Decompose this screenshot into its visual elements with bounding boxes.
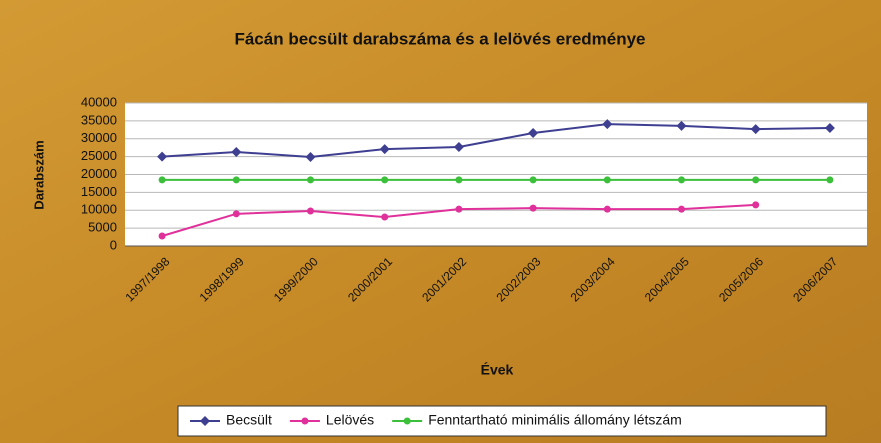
data-point xyxy=(750,124,761,135)
data-point xyxy=(826,176,834,184)
data-point xyxy=(231,146,242,157)
legend-label: Fenntartható minimális állomány létszám xyxy=(428,412,682,428)
data-point xyxy=(157,151,168,162)
legend-label: Becsült xyxy=(226,412,272,428)
data-point xyxy=(307,176,314,184)
data-point xyxy=(307,207,314,215)
data-point xyxy=(752,201,760,209)
data-point xyxy=(603,205,611,213)
data-point xyxy=(455,176,463,184)
data-point xyxy=(379,144,390,155)
data-point xyxy=(381,213,389,221)
legend-marker xyxy=(200,416,210,426)
x-axis-title: Évek xyxy=(481,362,514,378)
data-point xyxy=(455,205,463,213)
data-point xyxy=(603,176,611,184)
legend-label: Lelövés xyxy=(326,412,374,428)
legend-box xyxy=(177,405,827,437)
data-point xyxy=(158,176,166,184)
data-point xyxy=(752,176,760,184)
y-tick-label: 15000 xyxy=(81,184,117,199)
data-point xyxy=(676,120,687,131)
data-point xyxy=(453,141,464,152)
data-point xyxy=(602,119,613,130)
data-point xyxy=(232,210,240,218)
data-point xyxy=(678,205,685,213)
data-point xyxy=(529,176,537,184)
y-tick-label: 10000 xyxy=(81,202,117,217)
y-tick-label: 5000 xyxy=(88,220,117,235)
data-point xyxy=(824,123,835,134)
y-tick-label: 25000 xyxy=(81,148,117,163)
data-point xyxy=(528,128,539,139)
y-axis-title: Darabszám xyxy=(31,140,46,209)
y-tick-label: 40000 xyxy=(81,94,117,109)
data-point xyxy=(232,176,240,184)
series-line xyxy=(162,123,830,158)
y-tick-label: 35000 xyxy=(81,112,117,127)
y-tick-label: 20000 xyxy=(81,166,117,181)
data-point xyxy=(158,232,166,240)
data-point xyxy=(381,176,389,184)
y-tick-label: 0 xyxy=(110,237,117,252)
data-point xyxy=(305,151,316,162)
legend-marker xyxy=(301,417,309,425)
legend-marker xyxy=(403,417,411,425)
chart-title: Fácán becsült darabszáma és a lelövés er… xyxy=(234,29,645,48)
data-point xyxy=(529,204,537,212)
y-tick-label: 30000 xyxy=(81,130,117,145)
data-point xyxy=(678,176,685,184)
